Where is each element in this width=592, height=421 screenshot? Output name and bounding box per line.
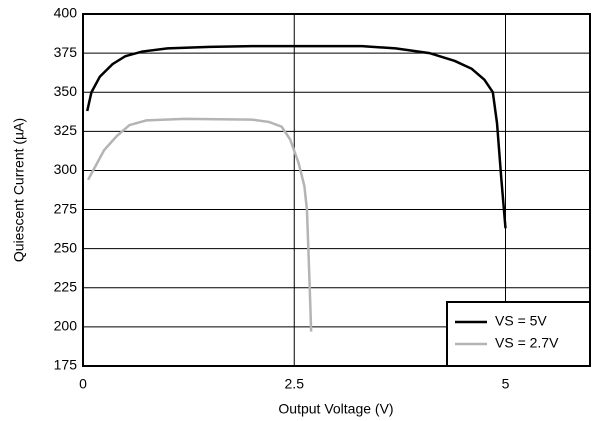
legend-label: VS = 5V [495, 313, 547, 329]
y-tick-label: 375 [54, 44, 78, 60]
x-tick-label: 2.5 [285, 376, 305, 392]
y-tick-label: 250 [54, 239, 78, 255]
legend-label: VS = 2.7V [495, 335, 559, 351]
y-tick-label: 400 [54, 5, 78, 21]
x-tick-label: 5 [502, 376, 510, 392]
y-axis-title: Quiescent Current (µA) [11, 118, 27, 262]
line-series [86, 117, 313, 332]
x-axis-title: Output Voltage (V) [278, 401, 393, 417]
y-tick-label: 200 [54, 318, 78, 334]
x-tick-label: 0 [79, 376, 87, 392]
y-tick-label: 225 [54, 278, 78, 294]
line-series [86, 44, 507, 229]
y-tick-label: 300 [54, 161, 78, 177]
y-tick-label: 350 [54, 83, 78, 99]
y-tick-label: 275 [54, 200, 78, 216]
legend-box [446, 301, 591, 367]
y-tick-label: 175 [54, 357, 78, 373]
plot-frame [82, 13, 591, 367]
y-tick-label: 325 [54, 122, 78, 138]
